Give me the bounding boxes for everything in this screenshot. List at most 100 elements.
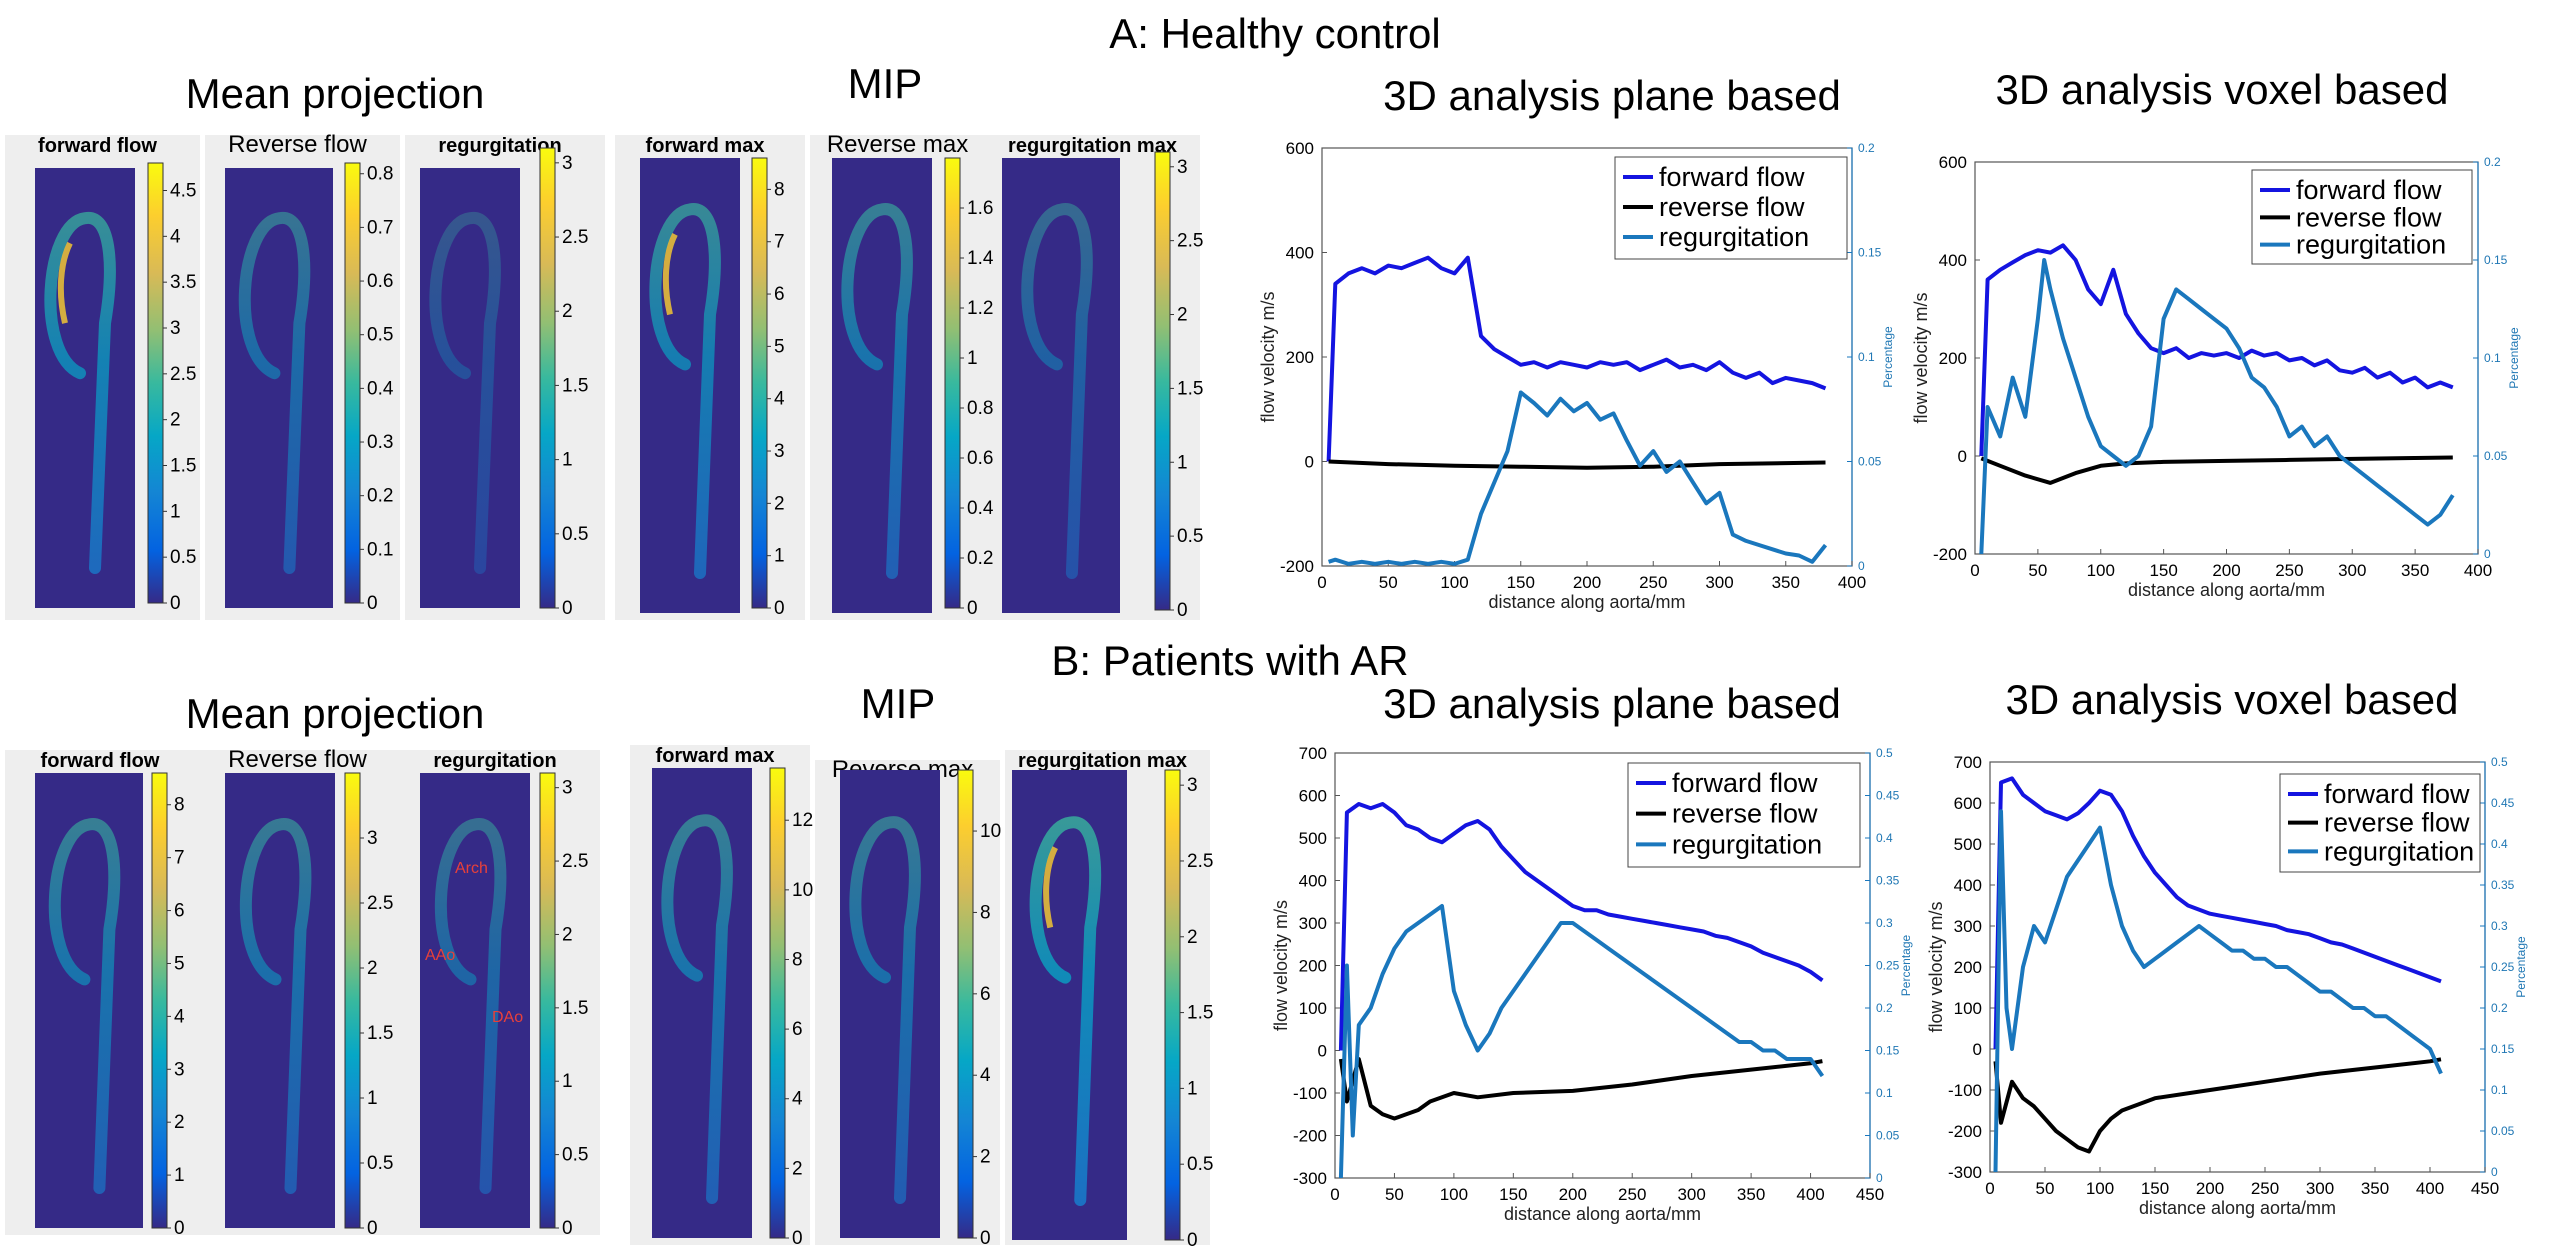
anatomy-label-dao: DAo — [492, 1009, 523, 1026]
chart-B_voxel: 0 50 100 150 200 250 300 350 400 450 -300 -200 -100 0… — [1926, 753, 2528, 1218]
colorbar-tick-label: 10 — [792, 880, 813, 901]
heatmap-image — [1012, 770, 1127, 1240]
y-right-tick-label: 0.3 — [2491, 919, 2508, 933]
legend-entry: reverse flow — [1659, 192, 1805, 222]
colorbar-tick-label: 1.4 — [967, 248, 994, 269]
legend-entry: regurgitation — [2296, 230, 2446, 260]
x-tick-label: 200 — [2212, 561, 2240, 580]
x-tick-label: 250 — [1639, 573, 1667, 592]
colorbar-tick-label: 6 — [792, 1019, 803, 1040]
legend-entry: reverse flow — [1672, 799, 1818, 829]
series-reverse-flow — [1993, 1057, 2442, 1154]
x-tick-label: 150 — [1499, 1185, 1527, 1204]
x-tick-label: 300 — [1705, 573, 1733, 592]
heatmap-A_fmax: forward max 8 7 6 5 4 3 2 1 0 — [615, 135, 805, 620]
x-tick-label: 350 — [1772, 573, 1800, 592]
y-tick-label: -200 — [1293, 1127, 1327, 1146]
x-tick-label: 350 — [2401, 561, 2429, 580]
series-reverse-flow — [1328, 459, 1826, 470]
y-right-tick-label: 0 — [1858, 559, 1865, 573]
legend-box — [2279, 773, 2481, 873]
heatmap-B_fwd: forward flow 8 7 6 5 4 3 2 1 0 — [5, 750, 205, 1239]
y-axis-label: flow velocity m/s — [1911, 292, 1931, 423]
y-tick-label: 700 — [1954, 753, 1982, 772]
legend-entry: regurgitation — [2324, 836, 2474, 866]
y-tick-label: 100 — [1954, 999, 1982, 1018]
voxel-title-a: 3D analysis voxel based — [1996, 66, 2449, 113]
y-tick-label: 200 — [1954, 958, 1982, 977]
x-tick-label: 400 — [2464, 561, 2492, 580]
colorbar-tick-label: 0.5 — [170, 547, 196, 568]
plane-title-b: 3D analysis plane based — [1383, 680, 1841, 727]
colorbar-tick-label: 1 — [562, 450, 573, 471]
heatmap-title: Reverse flow — [228, 746, 367, 773]
series-regurgitation — [1328, 390, 1828, 566]
anatomy-label-arch: Arch — [455, 860, 488, 877]
x-tick-label: 450 — [2471, 1179, 2499, 1198]
y-tick-label: 500 — [1299, 829, 1327, 848]
colorbar-tick-label: 1.6 — [967, 198, 993, 219]
heatmap-image — [1002, 158, 1120, 613]
colorbar-tick-label: 0 — [1187, 1230, 1198, 1251]
colorbar-tick-label: 4 — [792, 1089, 803, 1110]
y-tick-label: 700 — [1299, 744, 1327, 763]
y-right-tick-label: 0.3 — [1876, 916, 1893, 930]
colorbar-tick-label: 1 — [1187, 1078, 1198, 1099]
colorbar-tick-label: 0.2 — [967, 548, 993, 569]
heatmap-title: forward flow — [41, 750, 160, 772]
colorbar-tick-label: 2 — [980, 1147, 991, 1168]
colorbar-tick-label: 1.5 — [1187, 1003, 1213, 1024]
x-axis-label: distance along aorta/mm — [2128, 580, 2325, 600]
y-right-tick-label: 0.4 — [2491, 837, 2508, 851]
colorbar-tick-label: 12 — [792, 810, 813, 831]
series-reverse-flow — [1980, 455, 2453, 485]
legend-box — [1627, 762, 1861, 868]
colorbar-tick-label: 8 — [792, 949, 803, 970]
heatmap-image — [832, 158, 932, 613]
legend-entry: reverse flow — [2296, 202, 2442, 232]
colorbar-tick-label: 4 — [170, 226, 181, 247]
colorbar-tick-label: 5 — [174, 953, 185, 974]
y-tick-label: 600 — [1286, 139, 1314, 158]
colorbar-tick-label: 2 — [792, 1158, 803, 1179]
colorbar-tick-label: 0.5 — [367, 325, 393, 346]
section-a-title: A: Healthy control — [1109, 10, 1441, 57]
colorbar-tick-label: 0.5 — [562, 1145, 588, 1166]
heatmap-image — [420, 168, 520, 608]
colorbar-tick-label: 4.5 — [170, 181, 196, 202]
x-tick-label: 200 — [2196, 1179, 2224, 1198]
colorbar-tick-label: 10 — [980, 821, 1001, 842]
colorbar-tick-label: 3 — [170, 318, 181, 339]
x-tick-label: 400 — [1838, 573, 1866, 592]
y-right-axis-label: Percentage — [2507, 327, 2521, 389]
aorta-signal — [649, 203, 721, 579]
aorta-signal — [1021, 203, 1093, 579]
y-tick-label: 200 — [1939, 349, 1967, 368]
aorta-signal — [429, 212, 501, 574]
section-b-title: B: Patients with AR — [1051, 637, 1408, 684]
colorbar-tick-label: 0.6 — [367, 271, 393, 292]
heatmap-image — [225, 168, 333, 608]
colorbar-tick-label: 6 — [980, 984, 991, 1005]
heatmap-title: forward flow — [38, 135, 157, 157]
series-forward-flow — [1338, 802, 1824, 1051]
y-tick-label: -200 — [1933, 545, 1967, 564]
x-tick-label: 400 — [1796, 1185, 1824, 1204]
y-right-tick-label: 0.45 — [2491, 796, 2515, 810]
heatmap-image — [840, 770, 940, 1238]
mip-title-b: MIP — [861, 680, 936, 727]
x-tick-label: 100 — [1440, 573, 1468, 592]
y-tick-label: 400 — [1286, 244, 1314, 263]
colorbar-tick-label: 4 — [174, 1006, 185, 1027]
colorbar-tick-label: 0 — [562, 598, 573, 619]
aorta-signal — [44, 212, 116, 574]
legend-entry: reverse flow — [2324, 808, 2470, 838]
y-tick-label: 500 — [1954, 835, 1982, 854]
colorbar-tick-label: 0.4 — [967, 498, 994, 519]
aorta-signal — [841, 203, 913, 579]
y-right-tick-label: 0.2 — [1858, 141, 1875, 155]
y-right-tick-label: 0.05 — [1858, 455, 1882, 469]
y-tick-label: 200 — [1299, 957, 1327, 976]
y-right-tick-label: 0.2 — [2491, 1001, 2508, 1015]
colorbar-tick-label: 1.2 — [967, 298, 993, 319]
